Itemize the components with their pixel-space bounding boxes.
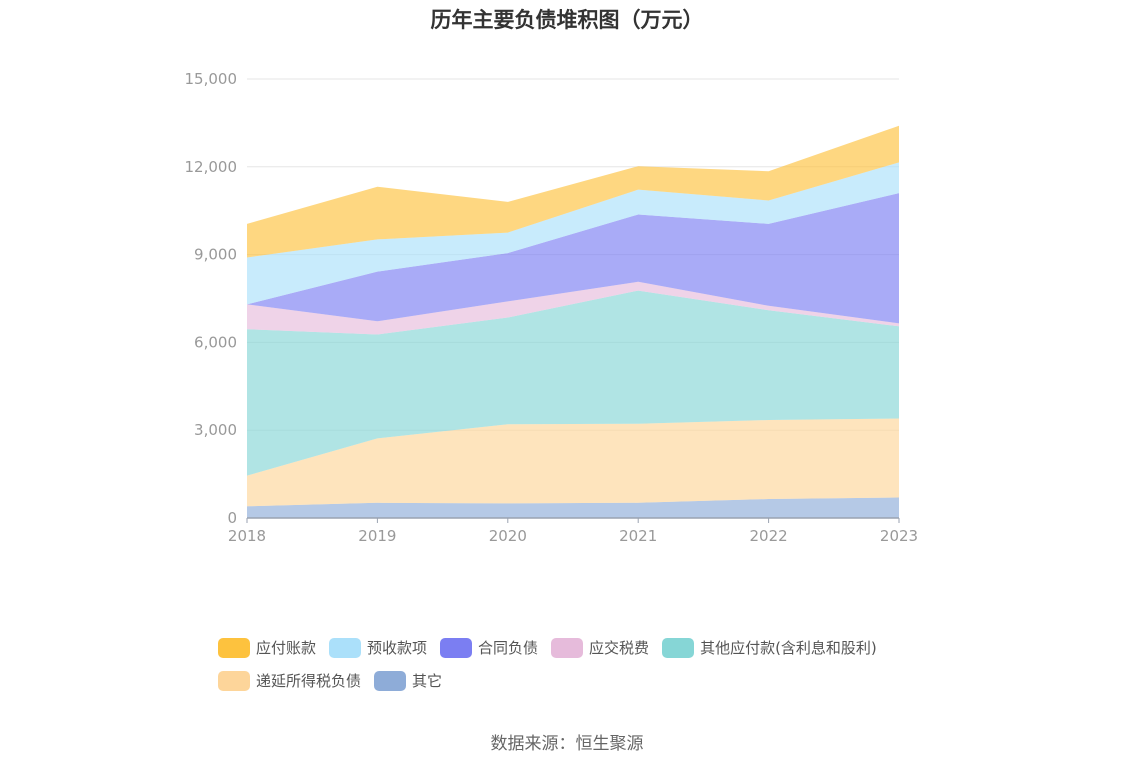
legend-label: 应交税费 [589,639,650,657]
y-tick-label: 3,000 [194,421,237,439]
legend-swatch [440,637,473,658]
data-source: 数据来源：恒生聚源 [490,734,644,754]
legend-item-contract-liabilities[interactable]: 合同负债 [440,637,538,658]
legend: 应付账款 预收款项 合同负债 应交税费 其他应付款(含利息和股利) 递延所得税负… [218,631,938,697]
x-tick-label: 2021 [619,527,657,545]
legend-label: 其他应付款(含利息和股利) [700,639,877,657]
legend-label: 其它 [412,672,443,690]
y-tick-label: 12,000 [185,158,238,176]
x-tick-label: 2020 [489,527,527,545]
x-tick-label: 2019 [358,527,396,545]
area-series [247,290,899,476]
area-series [247,193,899,324]
chart-title: 历年主要负债堆积图（万元） [430,8,704,32]
area-layer [247,125,899,518]
y-tick-label: 9,000 [194,246,237,264]
chart-plot: 0 3,000 6,000 9,000 12,000 15,000 2018 2019 2020… [185,70,919,545]
legend-item-other[interactable]: 其它 [374,670,442,691]
legend-swatch [329,637,362,658]
legend-swatch [218,670,250,691]
legend-item-deferred-tax[interactable]: 递延所得税负债 [218,670,361,691]
legend-label: 预收款项 [367,639,428,657]
y-tick-label: 15,000 [185,70,238,88]
legend-label: 应付账款 [256,639,317,657]
legend-item-other-payables[interactable]: 其他应付款(含利息和股利) [662,637,877,658]
legend-row: 应付账款 预收款项 合同负债 应交税费 其他应付款(含利息和股利) [218,631,938,664]
legend-swatch [374,670,407,691]
legend-item-accounts-payable[interactable]: 应付账款 [218,637,316,658]
y-tick-label: 6,000 [194,333,237,351]
axis-layer: 0 3,000 6,000 9,000 12,000 15,000 2018 2019 2020… [185,70,919,545]
legend-swatch [662,637,695,658]
y-tick-label: 0 [227,509,237,527]
area-series [247,497,899,518]
area-series [247,125,899,258]
legend-item-taxes-payable[interactable]: 应交税费 [551,637,649,658]
area-series [247,281,899,335]
legend-row: 递延所得税负债 其它 [218,664,938,697]
legend-label: 递延所得税负债 [256,672,362,690]
area-series [247,418,899,507]
legend-item-advance-receipts[interactable]: 预收款项 [329,637,427,658]
legend-swatch [551,637,584,658]
area-series [247,162,899,305]
x-tick-label: 2022 [750,527,788,545]
legend-swatch [218,637,250,658]
legend-label: 合同负债 [478,639,539,657]
x-tick-label: 2023 [880,527,918,545]
x-tick-label: 2018 [228,527,266,545]
